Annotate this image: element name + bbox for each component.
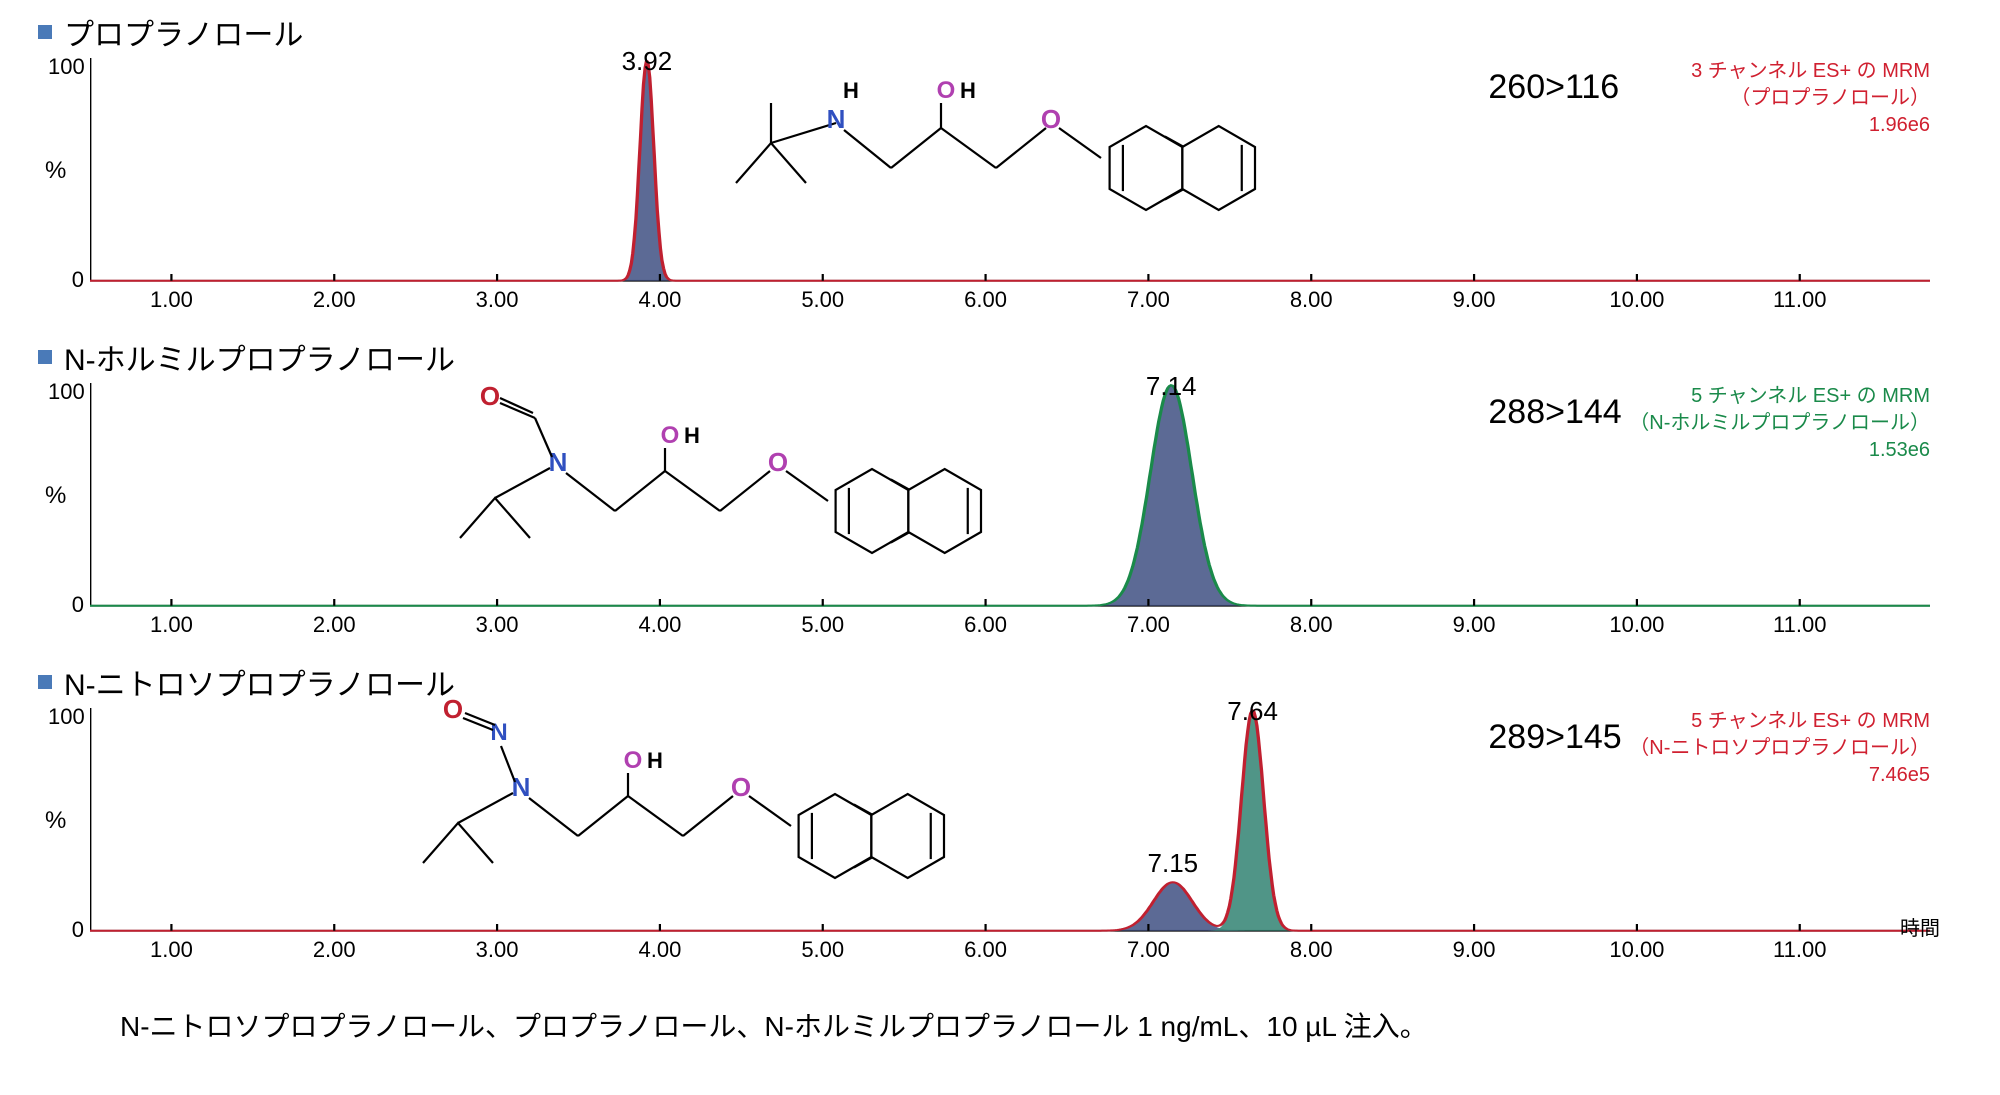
x-tick: 7.00 — [1127, 287, 1170, 313]
info-line: （N-ホルミルプロプラノロール） — [1629, 410, 1930, 437]
x-tick: 11.00 — [1773, 937, 1826, 963]
x-tick: 9.00 — [1453, 287, 1496, 313]
info-block: 5 チャンネル ES+ の MRM（N-ホルミルプロプラノロール）1.53e6 — [1629, 383, 1930, 464]
panel-title: N-ホルミルプロプラノロール — [64, 335, 455, 379]
x-ticks: 1.00 2.00 3.00 4.00 5.00 6.00 7.00 8.00 9.00 10.0… — [90, 287, 1930, 315]
transition-label: 260>116 — [1488, 68, 1619, 107]
info-line: 5 チャンネル ES+ の MRM — [1629, 383, 1930, 410]
x-tick: 5.00 — [801, 937, 844, 963]
y-axis-label: % — [45, 157, 66, 185]
info-line: （プロプラノロール） — [1691, 85, 1930, 112]
x-tick: 3.00 — [476, 937, 519, 963]
y-axis-label: % — [45, 807, 66, 835]
peak-label: 7.14 — [1146, 371, 1197, 402]
x-tick: 10.00 — [1609, 937, 1664, 963]
x-tick: 10.00 — [1609, 287, 1664, 313]
peak-label: 7.15 — [1148, 848, 1199, 879]
x-tick: 9.00 — [1453, 937, 1496, 963]
x-tick: 2.00 — [313, 612, 356, 638]
x-tick: 3.00 — [476, 612, 519, 638]
x-tick: 11.00 — [1773, 612, 1826, 638]
chart-area: 1000% 1.002.003.004.005.006.007.008.009.… — [90, 58, 1930, 283]
info-block: 5 チャンネル ES+ の MRM（N-ニトロソプロプラノロール）7.46e5 — [1629, 708, 1930, 789]
x-tick: 5.00 — [801, 612, 844, 638]
x-tick: 7.00 — [1127, 937, 1170, 963]
x-tick: 4.00 — [638, 612, 681, 638]
info-line: 1.53e6 — [1629, 437, 1930, 464]
x-tick: 6.00 — [964, 612, 1007, 638]
transition-label: 289>145 — [1488, 718, 1621, 757]
chromatogram-panel: N-ホルミルプロプラノロール1000% 1.002.003.004.005.00… — [30, 335, 1970, 650]
chromatogram-panel: N-ニトロソプロプラノロール1000% 1.002.003.004.005.00… — [30, 660, 1970, 975]
panel-title: N-ニトロソプロプラノロール — [64, 660, 455, 704]
x-tick: 1.00 — [150, 287, 193, 313]
time-axis-label: 時間 — [1900, 912, 1940, 941]
info-line: （N-ニトロソプロプラノロール） — [1629, 735, 1930, 762]
chart-area: 1000% 1.002.003.004.005.006.007.008.009.… — [90, 708, 1930, 933]
panel-title-row: プロプラノロール — [30, 10, 1970, 54]
y-tick: 100 — [48, 379, 84, 405]
y-tick: 0 — [48, 917, 84, 943]
x-tick: 9.00 — [1453, 612, 1496, 638]
x-tick: 5.00 — [801, 287, 844, 313]
transition-label: 288>144 — [1488, 393, 1621, 432]
x-tick: 8.00 — [1290, 937, 1333, 963]
peak-label: 7.64 — [1227, 696, 1278, 727]
chart-area: 1000% 1.002.003.004.005.006.007.008.009.… — [90, 383, 1930, 608]
info-line: 5 チャンネル ES+ の MRM — [1629, 708, 1930, 735]
x-tick: 2.00 — [313, 287, 356, 313]
info-line: 1.96e6 — [1691, 112, 1930, 139]
bullet-icon — [38, 350, 52, 364]
x-tick: 8.00 — [1290, 287, 1333, 313]
y-tick: 100 — [48, 704, 84, 730]
panel-title-row: N-ニトロソプロプラノロール — [30, 660, 1970, 704]
panel-title: プロプラノロール — [64, 10, 303, 54]
x-tick: 8.00 — [1290, 612, 1333, 638]
x-tick: 2.00 — [313, 937, 356, 963]
x-tick: 3.00 — [476, 287, 519, 313]
chromatogram-panel: プロプラノロール1000% 1.002.003.004.005.006.007.… — [30, 10, 1970, 325]
bullet-icon — [38, 675, 52, 689]
x-ticks: 1.00 2.00 3.00 4.00 5.00 6.00 7.00 8.00 9.00 10.0… — [90, 612, 1930, 640]
x-tick: 11.00 — [1773, 287, 1826, 313]
y-tick: 0 — [48, 267, 84, 293]
x-tick: 6.00 — [964, 287, 1007, 313]
x-tick: 1.00 — [150, 612, 193, 638]
bullet-icon — [38, 25, 52, 39]
y-axis-label: % — [45, 482, 66, 510]
info-block: 3 チャンネル ES+ の MRM（プロプラノロール）1.96e6 — [1691, 58, 1930, 139]
x-tick: 6.00 — [964, 937, 1007, 963]
y-tick: 100 — [48, 54, 84, 80]
x-tick: 7.00 — [1127, 612, 1170, 638]
x-tick: 1.00 — [150, 937, 193, 963]
info-line: 7.46e5 — [1629, 762, 1930, 789]
x-tick: 10.00 — [1609, 612, 1664, 638]
figure-caption: N-ニトロソプロプラノロール、プロプラノロール、N-ホルミルプロプラノロール 1… — [120, 1005, 1970, 1045]
x-tick: 4.00 — [638, 937, 681, 963]
info-line: 3 チャンネル ES+ の MRM — [1691, 58, 1930, 85]
y-tick: 0 — [48, 592, 84, 618]
x-ticks: 1.00 2.00 3.00 4.00 5.00 6.00 7.00 8.00 9.00 10.0… — [90, 937, 1930, 965]
x-tick: 4.00 — [638, 287, 681, 313]
panel-title-row: N-ホルミルプロプラノロール — [30, 335, 1970, 379]
peak-label: 3.92 — [622, 46, 673, 77]
chromatogram-plot — [90, 58, 1930, 283]
